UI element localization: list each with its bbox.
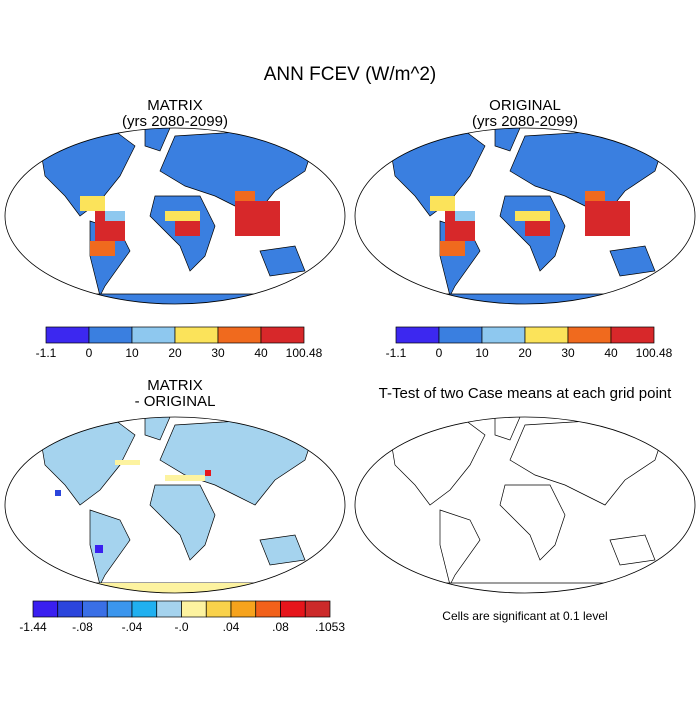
colorbar-label: 30 [211, 346, 225, 360]
colorbar-label: .08 [272, 620, 289, 634]
colorbar-box [217, 326, 262, 344]
colorbar-box [205, 600, 232, 618]
colorbar-label: 40 [604, 346, 618, 360]
colorbar-box [32, 600, 59, 618]
colorbar-box [156, 600, 182, 618]
colorbar-box [481, 326, 526, 344]
panel-title: MATRIX [147, 97, 203, 114]
colorbar-box [524, 326, 569, 344]
colorbar-label: 0 [86, 346, 93, 360]
panel-title: MATRIX [147, 377, 203, 394]
colorbar-box [57, 600, 83, 618]
panel-subtitle: (yrs 2080-2099) [472, 113, 578, 130]
colorbar-box [610, 326, 655, 344]
colorbar-box [181, 600, 207, 618]
colorbar-label: 10 [125, 346, 139, 360]
map [4, 127, 346, 305]
colorbar-label: 30 [561, 346, 575, 360]
colorbar-box [131, 600, 158, 618]
colorbar-box [106, 600, 133, 618]
colorbar-label: 100.48 [286, 346, 323, 360]
colorbar-box [230, 600, 257, 618]
colorbar-label: -1.1 [386, 346, 407, 360]
panel-title: ORIGINAL [489, 97, 561, 114]
colorbar-label: -.08 [72, 620, 93, 634]
panel-title: T-Test of two Case means at each grid po… [379, 385, 672, 402]
colorbar-label: -.0 [174, 620, 188, 634]
panel-note: Cells are significant at 0.1 level [442, 609, 607, 623]
panel-subtitle: - ORIGINAL [135, 393, 216, 410]
colorbar-label: -1.1 [36, 346, 57, 360]
colorbar-label: -.04 [122, 620, 143, 634]
map [354, 416, 696, 594]
figure-title: ANN FCEV (W/m^2) [264, 64, 437, 85]
colorbar-box [304, 600, 331, 618]
colorbar-box [260, 326, 305, 344]
colorbar-label: 20 [518, 346, 532, 360]
colorbar-label: .04 [223, 620, 240, 634]
map [4, 416, 346, 594]
panel-subtitle: (yrs 2080-2099) [122, 113, 228, 130]
colorbar-box [395, 326, 440, 344]
colorbar-box [88, 326, 133, 344]
colorbar-label: 40 [254, 346, 268, 360]
colorbar-box [174, 326, 219, 344]
colorbar-box [131, 326, 176, 344]
colorbar-label: 10 [475, 346, 489, 360]
colorbar-label: .1053 [315, 620, 345, 634]
colorbar-box [45, 326, 90, 344]
colorbar-box [255, 600, 281, 618]
colorbar-label: 20 [168, 346, 182, 360]
colorbar-label: 0 [436, 346, 443, 360]
colorbar-box [567, 326, 612, 344]
colorbar-box [280, 600, 306, 618]
colorbar-label: 100.48 [636, 346, 673, 360]
colorbar-box [82, 600, 108, 618]
colorbar-label: -1.44 [19, 620, 47, 634]
colorbar-box [438, 326, 483, 344]
map [354, 127, 696, 305]
